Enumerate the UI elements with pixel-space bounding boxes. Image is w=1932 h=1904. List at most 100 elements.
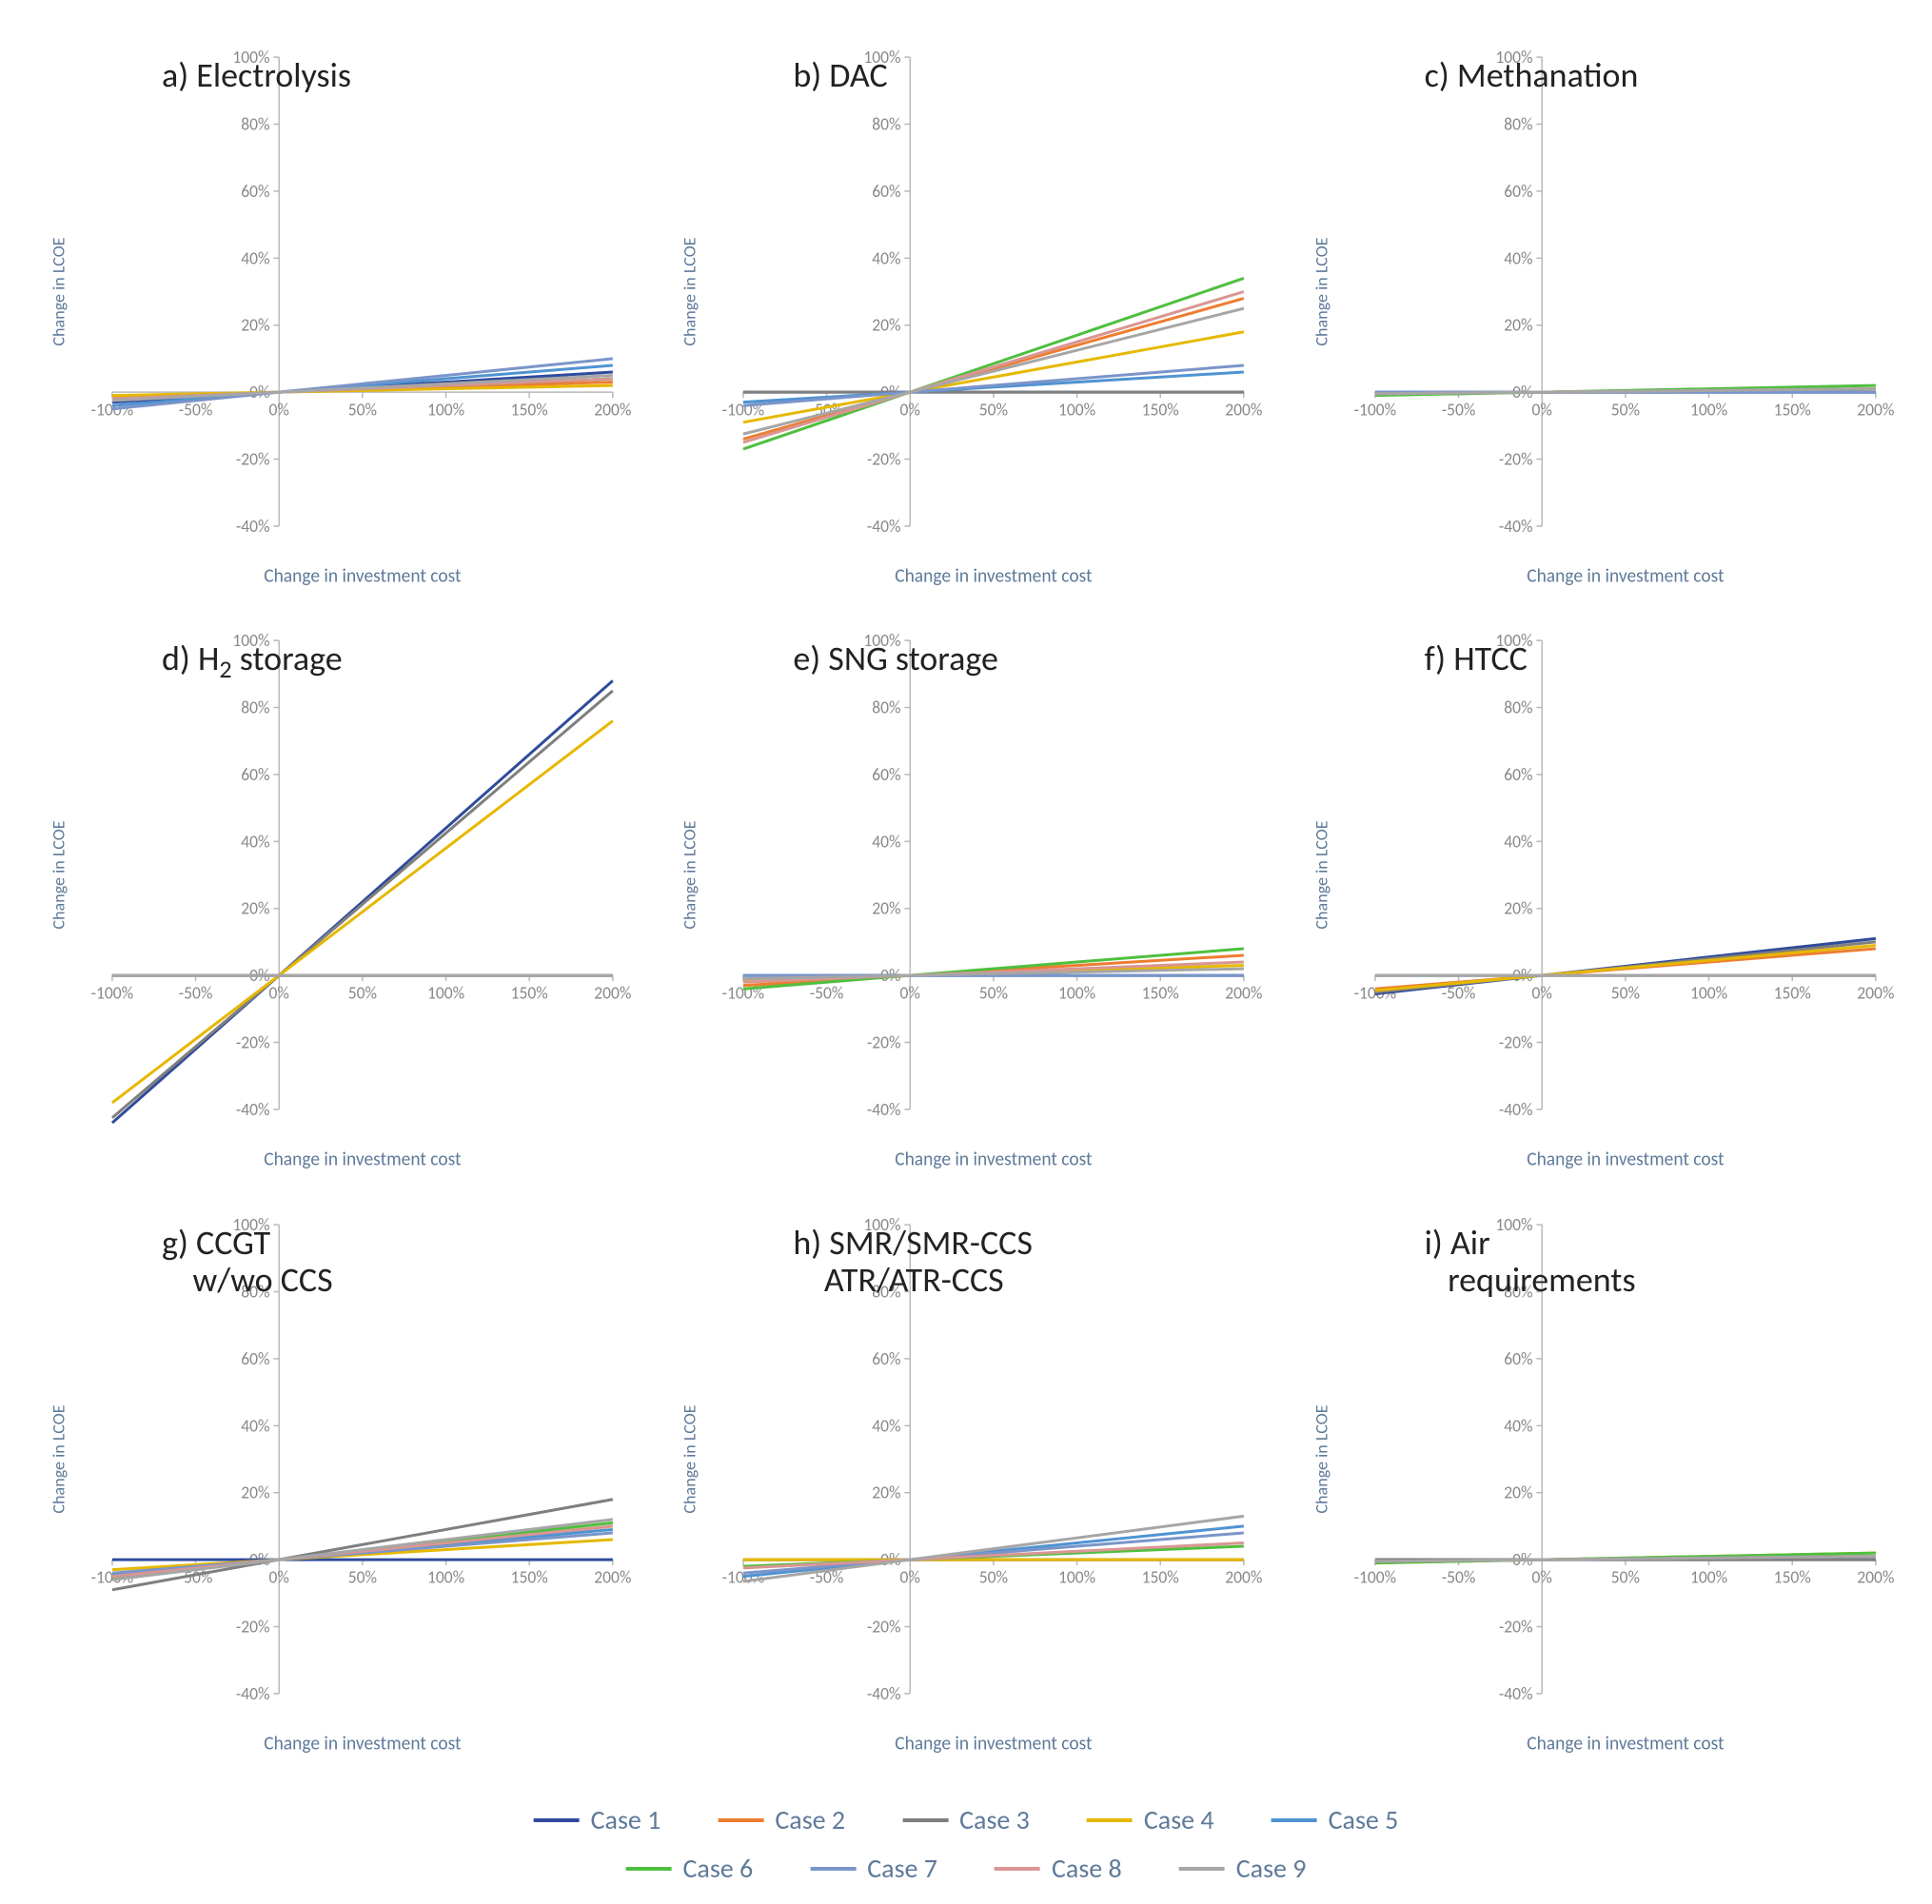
svg-text:-20%: -20%: [236, 1616, 270, 1637]
svg-text:20%: 20%: [1504, 898, 1533, 919]
panel-title: h) SMR/SMR-CCS ATR/ATR-CCS: [793, 1225, 1033, 1300]
svg-text:40%: 40%: [241, 1415, 270, 1436]
svg-text:80%: 80%: [873, 113, 902, 134]
svg-text:-40%: -40%: [867, 516, 901, 537]
svg-text:20%: 20%: [873, 1482, 902, 1502]
svg-text:200%: 200%: [1857, 1566, 1894, 1587]
y-axis-label: Change in LCOE: [680, 821, 700, 930]
svg-text:-20%: -20%: [867, 1032, 901, 1053]
svg-text:150%: 150%: [511, 1566, 548, 1587]
svg-text:20%: 20%: [873, 898, 902, 919]
y-axis-label: Change in LCOE: [49, 821, 69, 930]
svg-text:100%: 100%: [1058, 399, 1095, 420]
svg-text:-20%: -20%: [1499, 448, 1533, 469]
panel-svg: -40%-20%0%20%40%60%80%100%-100%-50%0%50%…: [38, 38, 631, 593]
panel-svg: -40%-20%0%20%40%60%80%100%-100%-50%0%50%…: [669, 621, 1262, 1176]
svg-text:100%: 100%: [1690, 399, 1727, 420]
svg-text:50%: 50%: [1610, 1566, 1640, 1587]
svg-text:50%: 50%: [1610, 399, 1640, 420]
svg-text:100%: 100%: [427, 399, 464, 420]
svg-text:60%: 60%: [241, 1347, 270, 1368]
svg-text:40%: 40%: [1504, 1415, 1533, 1436]
chart-panel-f: f) HTCC-40%-20%0%20%40%60%80%100%-100%-5…: [1301, 621, 1894, 1176]
svg-text:200%: 200%: [1857, 982, 1894, 1003]
svg-text:-40%: -40%: [1499, 1682, 1533, 1703]
svg-text:-20%: -20%: [867, 1616, 901, 1637]
panel-title: c) Methanation: [1425, 57, 1639, 95]
legend-row: Case 6Case 7Case 8Case 9: [626, 1852, 1307, 1885]
svg-text:60%: 60%: [1504, 181, 1533, 202]
x-axis-label: Change in investment cost: [896, 564, 1094, 587]
x-axis-label: Change in investment cost: [264, 1732, 462, 1755]
svg-text:80%: 80%: [241, 113, 270, 134]
legend-swatch: [1087, 1818, 1133, 1822]
panel-svg: -40%-20%0%20%40%60%80%100%-100%-50%0%50%…: [38, 1206, 631, 1760]
series-case1: [112, 681, 613, 1124]
svg-text:-40%: -40%: [236, 516, 270, 537]
chart-panel-i: i) Air requirements-40%-20%0%20%40%60%80…: [1301, 1206, 1894, 1760]
svg-text:40%: 40%: [241, 831, 270, 852]
svg-text:50%: 50%: [348, 1566, 378, 1587]
svg-text:80%: 80%: [241, 697, 270, 718]
svg-text:-20%: -20%: [236, 448, 270, 469]
y-axis-label: Change in LCOE: [49, 237, 69, 345]
figure-page: a) Electrolysis-40%-20%0%20%40%60%80%100…: [0, 0, 1932, 1904]
x-axis-label: Change in investment cost: [1527, 564, 1725, 587]
series-case4: [112, 721, 613, 1103]
svg-text:40%: 40%: [873, 831, 902, 852]
svg-text:-50%: -50%: [1441, 399, 1475, 420]
panel-svg: -40%-20%0%20%40%60%80%100%-100%-50%0%50%…: [38, 621, 631, 1176]
panel-svg: -40%-20%0%20%40%60%80%100%-100%-50%0%50%…: [1301, 38, 1894, 593]
legend-swatch: [626, 1867, 672, 1871]
svg-text:20%: 20%: [241, 314, 270, 335]
svg-text:-40%: -40%: [867, 1682, 901, 1703]
svg-text:100%: 100%: [427, 1566, 464, 1587]
legend-swatch: [1272, 1818, 1317, 1822]
y-axis-label: Change in LCOE: [1311, 1404, 1331, 1513]
svg-text:60%: 60%: [241, 764, 270, 785]
legend-swatch: [1179, 1867, 1225, 1871]
svg-text:80%: 80%: [873, 697, 902, 718]
legend-item-case9: Case 9: [1179, 1852, 1307, 1885]
svg-text:20%: 20%: [241, 1482, 270, 1502]
svg-text:150%: 150%: [1773, 399, 1810, 420]
panel-svg: -40%-20%0%20%40%60%80%100%-100%-50%0%50%…: [669, 38, 1262, 593]
legend-item-case8: Case 8: [995, 1852, 1122, 1885]
svg-text:150%: 150%: [511, 399, 548, 420]
legend-label: Case 5: [1329, 1803, 1399, 1836]
chart-panel-e: e) SNG storage-40%-20%0%20%40%60%80%100%…: [669, 621, 1262, 1176]
svg-text:-50%: -50%: [810, 982, 844, 1003]
chart-grid: a) Electrolysis-40%-20%0%20%40%60%80%100…: [38, 38, 1894, 1760]
chart-panel-d: d) H2 storage-40%-20%0%20%40%60%80%100%-…: [38, 621, 631, 1176]
svg-text:0%: 0%: [900, 399, 921, 420]
svg-text:0%: 0%: [269, 399, 290, 420]
svg-text:50%: 50%: [1610, 982, 1640, 1003]
svg-text:40%: 40%: [241, 247, 270, 268]
svg-text:40%: 40%: [873, 1415, 902, 1436]
legend: Case 1Case 2Case 3Case 4Case 5Case 6Case…: [534, 1803, 1399, 1885]
svg-text:-50%: -50%: [179, 982, 213, 1003]
x-axis-label: Change in investment cost: [1527, 1732, 1725, 1755]
chart-panel-c: c) Methanation-40%-20%0%20%40%60%80%100%…: [1301, 38, 1894, 593]
svg-text:50%: 50%: [979, 399, 1009, 420]
svg-text:200%: 200%: [1226, 399, 1263, 420]
svg-text:200%: 200%: [1857, 399, 1894, 420]
svg-text:50%: 50%: [348, 982, 378, 1003]
svg-text:80%: 80%: [1504, 697, 1533, 718]
legend-label: Case 9: [1236, 1852, 1307, 1885]
x-axis-label: Change in investment cost: [264, 1148, 462, 1170]
svg-text:-40%: -40%: [236, 1099, 270, 1120]
legend-swatch: [718, 1818, 763, 1822]
y-axis-label: Change in LCOE: [680, 237, 700, 345]
legend-item-case2: Case 2: [718, 1803, 845, 1836]
svg-text:0%: 0%: [269, 1566, 290, 1587]
svg-text:100%: 100%: [1058, 982, 1095, 1003]
legend-label: Case 4: [1144, 1803, 1214, 1836]
x-axis-label: Change in investment cost: [896, 1148, 1094, 1170]
panel-title: b) DAC: [793, 57, 887, 95]
x-axis-label: Change in investment cost: [896, 1732, 1094, 1755]
legend-label: Case 2: [775, 1803, 845, 1836]
legend-item-case7: Case 7: [810, 1852, 937, 1885]
svg-text:0%: 0%: [1531, 1566, 1552, 1587]
panel-title: d) H2 storage: [162, 640, 343, 683]
